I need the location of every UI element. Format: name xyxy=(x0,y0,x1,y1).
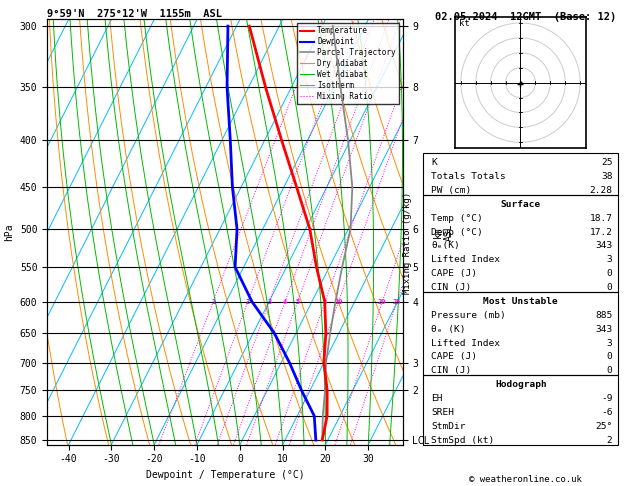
Text: Dewp (°C): Dewp (°C) xyxy=(431,227,483,237)
Text: © weatheronline.co.uk: © weatheronline.co.uk xyxy=(469,474,582,484)
Text: 17.2: 17.2 xyxy=(589,227,613,237)
Text: 0: 0 xyxy=(607,352,613,362)
Text: Hodograph: Hodograph xyxy=(495,380,547,389)
Legend: Temperature, Dewpoint, Parcel Trajectory, Dry Adiabat, Wet Adiabat, Isotherm, Mi: Temperature, Dewpoint, Parcel Trajectory… xyxy=(297,23,399,104)
Text: EH: EH xyxy=(431,394,443,403)
Text: 3: 3 xyxy=(607,255,613,264)
Text: 3: 3 xyxy=(267,298,272,305)
Text: Surface: Surface xyxy=(501,200,541,209)
Text: kt: kt xyxy=(459,19,470,28)
Bar xyxy=(423,292,618,375)
Text: CIN (J): CIN (J) xyxy=(431,366,471,375)
Text: SREH: SREH xyxy=(431,408,454,417)
Text: θₑ(K): θₑ(K) xyxy=(431,242,460,250)
Text: CAPE (J): CAPE (J) xyxy=(431,269,477,278)
Text: Lifted Index: Lifted Index xyxy=(431,255,500,264)
Text: Totals Totals: Totals Totals xyxy=(431,172,506,181)
Y-axis label: km
ASL: km ASL xyxy=(433,223,454,241)
Y-axis label: hPa: hPa xyxy=(4,223,14,241)
Bar xyxy=(423,375,618,445)
Bar xyxy=(423,195,618,292)
Text: 0: 0 xyxy=(607,283,613,292)
Text: 25: 25 xyxy=(392,298,401,305)
Text: 25: 25 xyxy=(601,158,613,167)
Text: StmSpd (kt): StmSpd (kt) xyxy=(431,436,494,445)
Text: 9°59'N  275°12'W  1155m  ASL: 9°59'N 275°12'W 1155m ASL xyxy=(47,9,222,18)
Text: 3: 3 xyxy=(607,339,613,347)
Text: 20: 20 xyxy=(378,298,387,305)
Text: CAPE (J): CAPE (J) xyxy=(431,352,477,362)
Text: Temp (°C): Temp (°C) xyxy=(431,214,483,223)
Text: 885: 885 xyxy=(595,311,613,320)
Text: 343: 343 xyxy=(595,242,613,250)
Text: 0: 0 xyxy=(607,366,613,375)
Text: 4: 4 xyxy=(283,298,287,305)
Text: 5: 5 xyxy=(296,298,300,305)
Text: 38: 38 xyxy=(601,172,613,181)
Text: StmDir: StmDir xyxy=(431,422,465,431)
Bar xyxy=(423,153,618,195)
Text: -9: -9 xyxy=(601,394,613,403)
Text: 02.05.2024  12GMT  (Base: 12): 02.05.2024 12GMT (Base: 12) xyxy=(435,12,616,22)
Text: Lifted Index: Lifted Index xyxy=(431,339,500,347)
Text: Most Unstable: Most Unstable xyxy=(484,297,558,306)
Text: 2: 2 xyxy=(246,298,250,305)
Text: 0: 0 xyxy=(607,269,613,278)
Text: Mixing Ratio (g/kg): Mixing Ratio (g/kg) xyxy=(403,192,412,294)
Text: 2: 2 xyxy=(607,436,613,445)
Text: CIN (J): CIN (J) xyxy=(431,283,471,292)
Text: 18.7: 18.7 xyxy=(589,214,613,223)
Text: 1: 1 xyxy=(211,298,215,305)
Text: -6: -6 xyxy=(601,408,613,417)
Text: 8: 8 xyxy=(323,298,327,305)
Text: 343: 343 xyxy=(595,325,613,334)
Text: PW (cm): PW (cm) xyxy=(431,186,471,195)
Text: Pressure (mb): Pressure (mb) xyxy=(431,311,506,320)
X-axis label: Dewpoint / Temperature (°C): Dewpoint / Temperature (°C) xyxy=(145,470,304,480)
Text: 10: 10 xyxy=(334,298,343,305)
Text: 25°: 25° xyxy=(595,422,613,431)
Text: θₑ (K): θₑ (K) xyxy=(431,325,465,334)
Text: K: K xyxy=(431,158,437,167)
Text: 2.28: 2.28 xyxy=(589,186,613,195)
